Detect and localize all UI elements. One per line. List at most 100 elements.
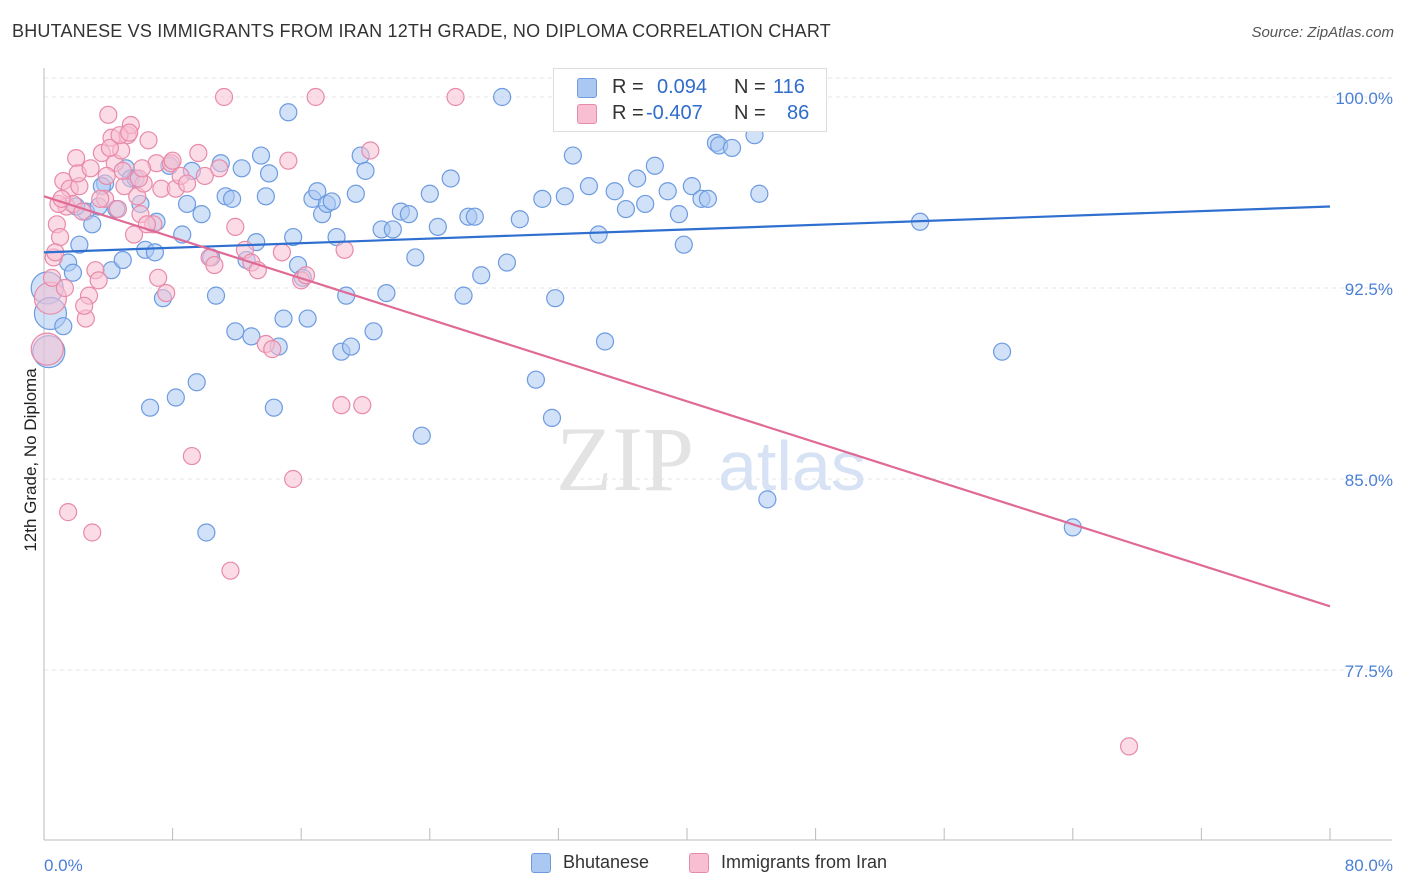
point-bhutanese (264, 398, 283, 417)
point-bhutanese (83, 215, 102, 234)
legend-row-iran: R = -0.407 N = 86 (554, 102, 826, 126)
point-iran (67, 149, 86, 168)
point-bhutanese (259, 164, 279, 183)
point-iran (263, 340, 282, 359)
point-iran (50, 227, 70, 247)
point-bhutanese (242, 327, 261, 346)
point-iran (99, 105, 118, 124)
legend-n-value: 116 (773, 76, 805, 98)
point-iran (189, 143, 208, 163)
point-iran (1119, 737, 1139, 756)
point-bhutanese (750, 184, 769, 203)
point-bhutanese (232, 159, 251, 178)
point-bhutanese (472, 266, 491, 285)
legend-swatch-bhutanese (577, 78, 597, 98)
point-iran (177, 174, 197, 193)
point-bhutanese (589, 225, 608, 244)
point-iran (91, 189, 110, 208)
point-iran (335, 240, 354, 259)
point-bhutanese (616, 199, 636, 219)
bottom-legend-bhutanese: Bhutanese (531, 852, 711, 876)
point-iran (182, 446, 201, 466)
point-bhutanese (70, 235, 89, 254)
point-bhutanese (166, 388, 185, 407)
point-bhutanese (533, 189, 552, 208)
bottom-legend-label-bhutanese: Bhutanese (563, 852, 650, 872)
point-iran (279, 151, 298, 170)
bottom-legend-label-iran: Immigrants from Iran (721, 852, 888, 872)
point-bhutanese (279, 103, 298, 122)
point-iran (55, 278, 74, 298)
point-iran (83, 523, 102, 542)
point-bhutanese (526, 370, 545, 389)
point-bhutanese (364, 322, 383, 341)
trend-line-bhutanese (43, 205, 1331, 254)
point-iran (75, 296, 94, 315)
data-points (30, 87, 1139, 756)
point-iran (100, 138, 120, 158)
point-iran (81, 159, 100, 178)
legend-row-bhutanese: R = 0.094 N = 116 (554, 76, 826, 100)
point-iran (361, 141, 380, 160)
watermark-zip: ZIP (556, 408, 694, 510)
legend-n-value: 86 (787, 102, 810, 124)
point-bhutanese (595, 332, 615, 351)
point-bhutanese (113, 250, 132, 270)
point-bhutanese (493, 87, 512, 107)
point-iran (97, 166, 116, 186)
legend-r-value: -0.407 (646, 102, 703, 124)
point-iran (446, 87, 465, 107)
point-iran (120, 123, 139, 142)
x-tick-label-min: 0.0% (44, 856, 83, 875)
point-bhutanese (510, 210, 529, 229)
point-iran (108, 199, 128, 219)
point-iran (353, 396, 372, 415)
point-bhutanese (674, 235, 693, 254)
point-bhutanese (428, 217, 447, 236)
legend-r-label: R = (612, 102, 644, 124)
point-iran (89, 271, 108, 290)
point-bhutanese (658, 182, 677, 201)
point-iran (149, 268, 168, 287)
point-bhutanese (497, 253, 517, 272)
chart-title: BHUTANESE VS IMMIGRANTS FROM IRAN 12TH G… (12, 21, 831, 41)
point-bhutanese (251, 146, 271, 165)
point-bhutanese (579, 177, 599, 196)
legend-r-value: 0.094 (657, 76, 708, 98)
point-bhutanese (226, 322, 245, 341)
point-bhutanese (346, 184, 365, 203)
legend-n-label: N = (734, 76, 766, 98)
x-tick-label-max: 80.0% (1345, 856, 1393, 875)
point-bhutanese (197, 523, 216, 542)
point-bhutanese (192, 205, 211, 224)
point-iran (157, 283, 176, 303)
point-iran (272, 243, 292, 262)
point-bhutanese (356, 161, 375, 180)
point-bhutanese (145, 243, 165, 262)
point-iran (205, 255, 224, 275)
point-bhutanese (177, 194, 197, 214)
point-iran (59, 503, 78, 522)
point-bhutanese (377, 283, 396, 303)
y-tick-label: 77.5% (1345, 662, 1393, 681)
point-iran (210, 159, 229, 178)
point-bhutanese (542, 408, 562, 427)
bottom-legend-swatch-iran (689, 853, 709, 873)
point-bhutanese (645, 156, 664, 175)
point-bhutanese (274, 309, 293, 328)
point-bhutanese (758, 490, 777, 509)
legend: R = 0.094 N = 116 R = -0.407 N = 86 (553, 68, 827, 132)
point-bhutanese (63, 263, 83, 282)
point-bhutanese (563, 146, 582, 165)
point-bhutanese (256, 187, 275, 206)
point-iran (30, 332, 64, 366)
point-bhutanese (698, 189, 717, 208)
point-bhutanese (682, 177, 701, 196)
point-bhutanese (341, 337, 361, 356)
point-bhutanese (636, 194, 655, 214)
bottom-legend-iran: Immigrants from Iran (689, 852, 949, 876)
point-bhutanese (992, 342, 1012, 361)
point-iran (139, 131, 158, 150)
y-tick-label: 85.0% (1345, 471, 1393, 490)
